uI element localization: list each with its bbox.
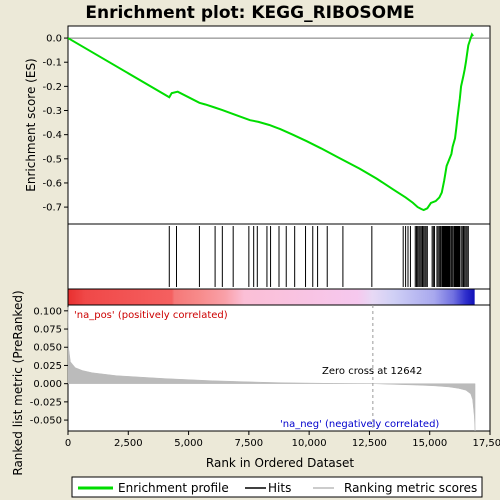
y-tick-label-bottom: 0.000 bbox=[33, 379, 62, 390]
neg-label: 'na_neg' (negatively correlated) bbox=[280, 419, 439, 430]
x-axis-label: Rank in Ordered Dataset bbox=[206, 456, 354, 470]
es-panel bbox=[67, 25, 491, 225]
x-tick-label: 7,500 bbox=[235, 438, 264, 449]
y-tick-label-top: -0.2 bbox=[42, 82, 62, 93]
legend-hits: Hits bbox=[268, 481, 291, 495]
x-tick-label: 0 bbox=[65, 438, 71, 449]
y-tick-label-bottom: -0.025 bbox=[30, 397, 62, 408]
legend-ranking-metric-scores: Ranking metric scores bbox=[344, 481, 477, 495]
y-tick-label-top: -0.3 bbox=[42, 106, 62, 117]
y-axis-label-bottom: Ranked list metric (PreRanked) bbox=[11, 290, 25, 475]
y-tick-label-top: -0.6 bbox=[42, 178, 62, 189]
x-tick-label: 15,000 bbox=[412, 438, 447, 449]
y-tick-label-bottom: 0.025 bbox=[33, 361, 62, 372]
chart-title: Enrichment plot: KEGG_RIBOSOME bbox=[85, 3, 414, 23]
y-tick-label-bottom: 0.075 bbox=[33, 325, 62, 336]
legend-enrichment-profile: Enrichment profile bbox=[118, 481, 229, 495]
y-tick-label-bottom: 0.100 bbox=[33, 306, 62, 317]
zero-cross-label: Zero cross at 12642 bbox=[322, 366, 422, 377]
y-tick-label-top: -0.4 bbox=[42, 130, 62, 141]
legend-box bbox=[71, 476, 483, 498]
y-tick-label-top: -0.1 bbox=[42, 58, 62, 69]
y-tick-label-bottom: 0.050 bbox=[33, 343, 62, 354]
y-tick-label-top: 0.0 bbox=[46, 34, 62, 45]
pos-label: 'na_pos' (positively correlated) bbox=[74, 310, 228, 321]
y-tick-label-top: -0.5 bbox=[42, 154, 62, 165]
x-tick-label: 10,000 bbox=[292, 438, 327, 449]
x-tick-label: 2,500 bbox=[114, 438, 143, 449]
ranking-metric-area bbox=[67, 307, 476, 432]
enrichment-profile-line bbox=[67, 32, 474, 212]
x-tick-label: 12,500 bbox=[352, 438, 387, 449]
y-tick-label-bottom: -0.050 bbox=[30, 416, 62, 427]
x-tick-label: 17,500 bbox=[473, 438, 500, 449]
x-tick-label: 5,000 bbox=[174, 438, 203, 449]
ranking-gradient-bar bbox=[68, 289, 490, 305]
y-axis-label-top: Enrichment score (ES) bbox=[24, 58, 38, 191]
legend: Enrichment profile Hits Ranking metric s… bbox=[71, 476, 483, 498]
y-tick-label-top: -0.7 bbox=[42, 203, 62, 214]
metric-panel bbox=[67, 304, 491, 432]
